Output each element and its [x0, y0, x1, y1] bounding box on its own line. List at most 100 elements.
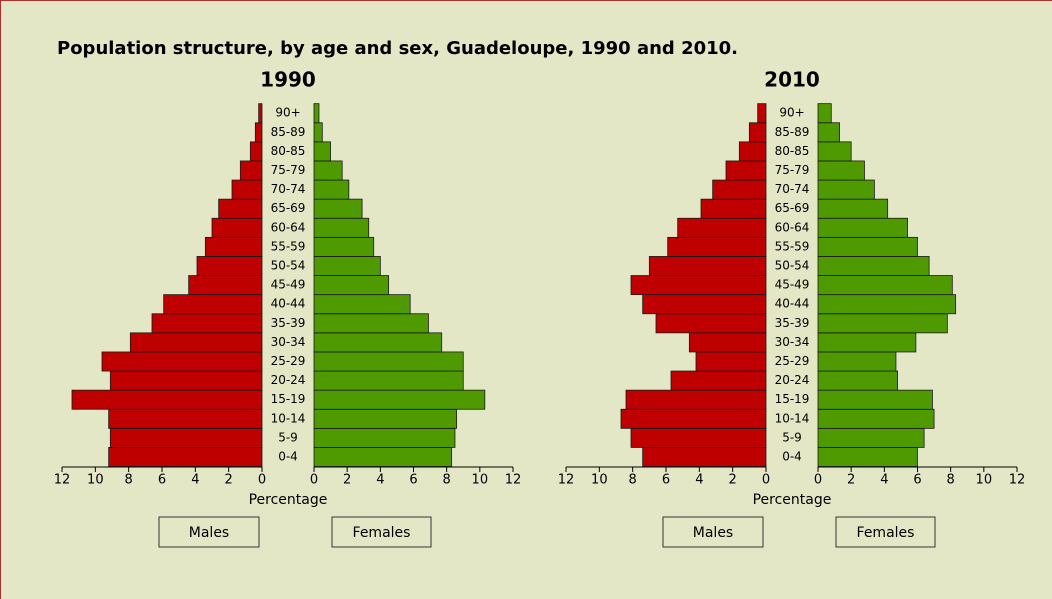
bar [700, 198, 767, 219]
x-tick-label: 2 [225, 473, 233, 488]
bar [313, 313, 429, 334]
category-label: 65-69 [775, 201, 810, 215]
legend-box [835, 516, 936, 548]
x-tick-label: 10 [976, 473, 993, 488]
bar [817, 122, 840, 143]
page-title: Population structure, by age and sex, Gu… [57, 38, 738, 59]
bar [817, 179, 875, 200]
legend-box [158, 516, 260, 548]
category-label: 75-79 [775, 163, 810, 177]
bar [249, 141, 263, 162]
x-tick-label: 2 [729, 473, 737, 488]
category-label: 55-59 [775, 239, 810, 253]
category-label: 10-14 [775, 411, 810, 425]
legend-box [331, 516, 432, 548]
bar [817, 389, 933, 410]
bar [748, 122, 767, 143]
bar [817, 160, 865, 181]
bar [313, 427, 456, 448]
bar [625, 389, 767, 410]
bar [648, 256, 767, 276]
x-tick-label: 0 [762, 473, 770, 488]
bar [642, 447, 767, 467]
x-tick-label: 4 [695, 473, 703, 488]
bar [817, 103, 832, 124]
x-tick-label: 12 [505, 473, 522, 488]
x-tick-label: 4 [880, 473, 888, 488]
bar [677, 217, 767, 238]
category-label: 40-44 [271, 297, 306, 311]
x-tick-label: 6 [158, 473, 166, 488]
bar [817, 408, 935, 429]
bar [313, 160, 343, 181]
category-label: 5-9 [278, 430, 298, 444]
bar [258, 103, 263, 124]
category-label: 0-4 [278, 450, 298, 464]
category-label: 45-49 [271, 278, 306, 292]
bar [817, 275, 953, 296]
category-label: 25-29 [775, 354, 810, 368]
x-tick-label: 4 [376, 473, 384, 488]
bar [211, 217, 263, 238]
category-label: 70-74 [271, 182, 306, 196]
bar [313, 294, 411, 315]
bar [196, 256, 263, 276]
bar [239, 160, 263, 181]
bar [670, 370, 767, 391]
x-tick-label: 12 [1009, 473, 1026, 488]
bar [313, 179, 350, 200]
bar [817, 447, 918, 467]
bar [712, 179, 767, 200]
legend-label: Females [353, 525, 411, 541]
bar [129, 332, 263, 353]
bar [188, 275, 263, 296]
bar [101, 351, 263, 372]
category-label: 90+ [779, 106, 804, 120]
x-tick-label: 6 [913, 473, 921, 488]
category-label: 70-74 [775, 182, 810, 196]
bar [313, 122, 323, 143]
category-label: 45-49 [775, 278, 810, 292]
bar [817, 256, 930, 276]
category-label: 80-85 [271, 144, 306, 158]
bar [108, 447, 263, 467]
category-label: 50-54 [775, 259, 810, 273]
chart-title: 2010 [764, 68, 820, 92]
bar [817, 351, 897, 372]
chart-title: 1990 [260, 68, 316, 92]
bar [630, 427, 767, 448]
bar [218, 198, 263, 219]
bar [757, 103, 767, 124]
bar [108, 408, 263, 429]
category-label: 85-89 [271, 125, 306, 139]
bar [231, 179, 263, 200]
x-tick-label: 10 [591, 473, 608, 488]
bar [817, 198, 889, 219]
bar [313, 256, 381, 276]
category-label: 55-59 [271, 239, 306, 253]
bar [151, 313, 263, 334]
category-label: 20-24 [775, 373, 810, 387]
bar [817, 217, 908, 238]
legend-box [662, 516, 764, 548]
bar [817, 141, 852, 162]
bar [725, 160, 767, 181]
x-tick-label: 8 [629, 473, 637, 488]
bar [313, 275, 390, 296]
category-label: 65-69 [271, 201, 306, 215]
bar [817, 427, 925, 448]
bar [313, 408, 458, 429]
x-tick-label: 6 [409, 473, 417, 488]
x-tick-label: 6 [662, 473, 670, 488]
legend-label: Males [693, 525, 733, 541]
legend-label: Females [857, 525, 915, 541]
category-label: 35-39 [775, 316, 810, 330]
bar [313, 370, 464, 391]
bar [642, 294, 767, 315]
bar [71, 389, 263, 410]
bar [313, 351, 464, 372]
category-label: 15-19 [271, 392, 306, 406]
bar [313, 447, 453, 467]
bar [817, 236, 918, 257]
